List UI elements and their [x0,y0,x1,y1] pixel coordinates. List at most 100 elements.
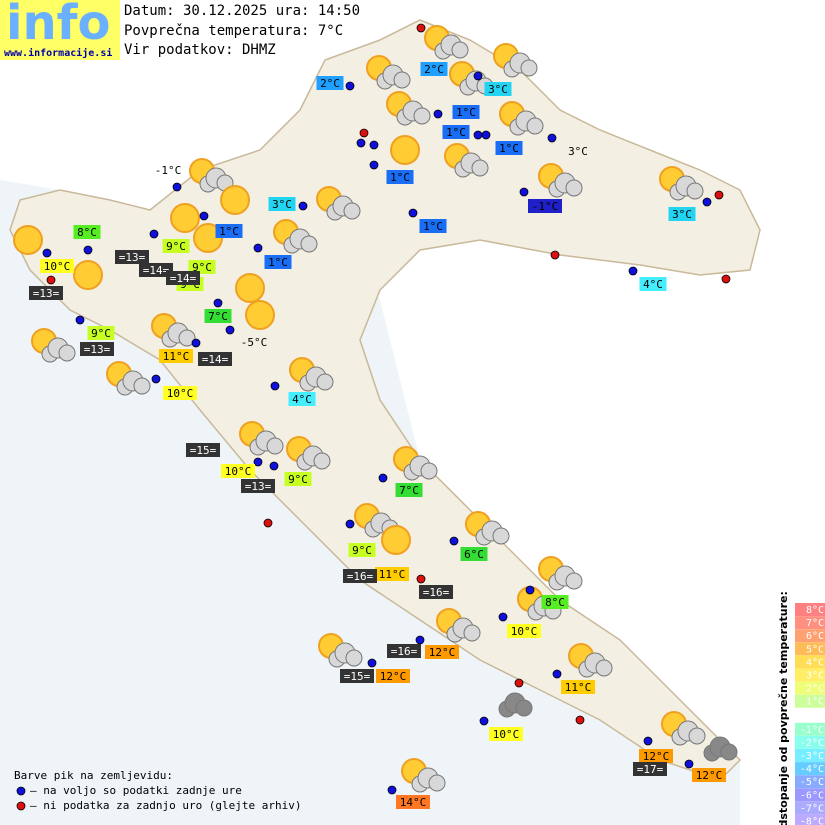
legend-blue: – na voljo so podatki zadnje ure [30,784,242,797]
air-temp: 9°C [352,544,372,557]
sea-temp: =14= [143,264,170,277]
cloud-icon [548,565,583,591]
scale-label: -7°C [800,803,824,814]
scale-label: -4°C [800,764,824,775]
sea-temp-bg [80,342,114,356]
plain-temp: -5°C [241,336,268,349]
station-dot [473,130,483,140]
air-temp: 3°C [272,198,292,211]
air-temp-bg [386,170,414,184]
scale-label: -6°C [800,790,824,801]
air-temp-bg [396,795,430,809]
air-temp: 9°C [91,327,111,340]
cloud-icon [454,152,489,178]
station-dot [298,201,308,211]
station-dot [702,197,712,207]
sun-icon [390,135,420,165]
station-dot [172,182,182,192]
scale-label: 8°C [806,605,824,616]
station-dot [345,81,355,91]
sea-temp: =13= [33,287,60,300]
air-temp: 3°C [672,208,692,221]
air-temp-bg [159,349,193,363]
station-dot-missing [359,128,369,138]
cloud-icon [475,520,510,546]
station-dot [356,138,366,148]
logo: info [6,0,110,51]
sea-temp: =14= [202,353,229,366]
station-dot-missing [514,678,524,688]
air-temp-bg [452,105,480,119]
air-temp: 4°C [292,393,312,406]
sun-icon [73,260,103,290]
sea-temp-bg [241,479,275,493]
air-temp-bg [264,255,292,269]
logo-bg [0,0,120,60]
air-temp-bg [425,645,459,659]
air-temp: 8°C [77,226,97,239]
air-temp: 4°C [643,278,663,291]
station-dot [199,211,209,221]
scale-swatch [795,762,825,776]
station-dot [684,759,694,769]
scale-swatch [795,749,825,762]
cloud-icon [299,366,334,392]
air-temp-bg [284,472,312,486]
air-temp: 10°C [511,625,538,638]
air-temp: 12°C [380,670,407,683]
station-dot [481,130,491,140]
station-dot [387,785,397,795]
scale-label: -5°C [800,777,824,788]
station-dot-missing [575,715,585,725]
plain-temp: -1°C [155,164,182,177]
station-dot [345,519,355,529]
air-temp-bg [73,225,101,239]
cloud-icon [703,736,738,762]
cloud-icon [161,322,196,348]
station-dot [525,585,535,595]
air-temp: 9°C [166,240,186,253]
air-temp: 11°C [379,568,406,581]
scale-swatch [795,788,825,802]
station-dot [225,325,235,335]
station-dot [253,457,263,467]
air-temp: 2°C [320,77,340,90]
scale-label: 7°C [806,618,824,629]
air-temp: 9°C [192,261,212,274]
air-temp: 10°C [225,465,252,478]
station-dot [415,635,425,645]
legend-blue-dot [16,786,26,796]
scale-label: 3°C [806,671,824,682]
sea-temp: =16= [391,645,418,658]
station-dot-missing [714,190,724,200]
cloud-icon [671,720,706,746]
cloud-icon [498,692,533,718]
sea-temp: =15= [190,444,217,457]
legend-title: Barve pik na zemljevidu: [14,769,173,782]
air-temp-bg [442,125,470,139]
air-temp: 7°C [208,310,228,323]
air-temp-bg [668,207,696,221]
air-temp-bg [495,141,523,155]
station-dot [270,381,280,391]
air-temp: 11°C [565,681,592,694]
scale-swatch [795,735,825,749]
station-dot [498,612,508,622]
air-temp-bg [692,768,726,782]
air-temp-bg [420,62,448,76]
scale-swatch [795,801,825,815]
air-temp-bg [460,547,488,561]
station-dot [433,109,443,119]
air-temp-bg [348,543,376,557]
air-temp-bg [375,567,409,581]
cloud-icon [116,370,151,396]
air-temp: 10°C [44,260,71,273]
average: Povprečna temperatura: 7°C [124,23,343,39]
station-dot-missing [416,574,426,584]
scale-swatch [795,814,825,825]
cloud-icon [396,100,431,126]
air-temp-bg [162,239,190,253]
air-temp-bg [639,277,667,291]
site: www.informacije.si [4,47,112,59]
